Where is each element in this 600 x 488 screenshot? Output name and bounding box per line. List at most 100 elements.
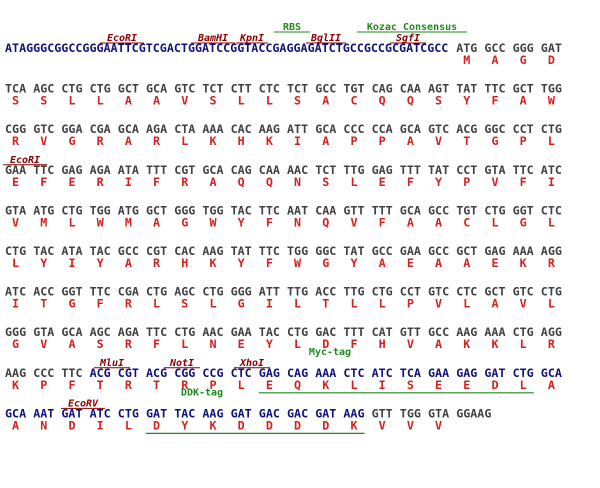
amino-acid: R: [125, 378, 133, 392]
amino-acid: L: [294, 297, 301, 311]
codon: TAC: [259, 325, 280, 339]
codon: TCT: [202, 82, 223, 96]
codon: TTC: [484, 82, 505, 96]
amino-acid: I: [68, 256, 75, 270]
annotation-label: EcoRI: [10, 155, 40, 166]
amino-acid: E: [238, 337, 245, 351]
amino-acid: L: [153, 297, 160, 311]
codon: CGG: [5, 122, 26, 136]
amino-acid: Y: [181, 418, 188, 432]
amino-acid: V: [379, 418, 386, 432]
amino-acid: D: [548, 53, 555, 67]
codon: CTA: [174, 122, 195, 136]
amino-acid: K: [209, 418, 216, 432]
amino-acid: A: [125, 94, 132, 108]
amino-acid: T: [153, 378, 160, 392]
codon: ACG: [456, 122, 477, 136]
amino-acid: N: [209, 337, 216, 351]
codon: GAG: [456, 366, 477, 380]
codon: TAC: [174, 406, 195, 420]
codon: GGG: [513, 41, 534, 55]
codon: GCA: [146, 82, 167, 96]
amino-acid: W: [97, 215, 105, 229]
amino-acid: G: [322, 256, 329, 270]
codon: GAA: [5, 163, 26, 177]
codon: AAG: [259, 122, 280, 136]
amino-acid: L: [266, 94, 273, 108]
codon: GGC: [315, 244, 336, 258]
annotation-label: BamHI: [197, 33, 228, 44]
codon: GAG: [484, 244, 505, 258]
codon: GCC: [315, 82, 336, 96]
codon: ATG: [118, 203, 139, 217]
codon: CTG: [541, 122, 562, 136]
codon: AAA: [484, 325, 505, 339]
codon: AGG: [541, 244, 562, 258]
codon: AAC: [202, 325, 223, 339]
codon: TGG: [202, 203, 223, 217]
amino-acid: L: [68, 215, 75, 229]
amino-acid: S: [407, 378, 414, 392]
amino-acid: E: [379, 175, 386, 189]
codon: TAT: [231, 244, 252, 258]
amino-acid: Q: [294, 378, 301, 392]
amino-acid: A: [322, 94, 329, 108]
annotation-label: BglII: [310, 33, 341, 44]
codon: GCC: [428, 203, 449, 217]
codon: AGT: [428, 82, 449, 96]
codon: TAC: [33, 244, 54, 258]
codon: GCC: [428, 244, 449, 258]
codon: AAC: [287, 163, 308, 177]
amino-acid: I: [379, 378, 386, 392]
amino-acid: R: [12, 134, 20, 148]
codon: GCT: [118, 82, 139, 96]
amino-acid: P: [520, 134, 527, 148]
amino-acid: K: [463, 337, 470, 351]
codon: GGG: [174, 203, 195, 217]
amino-acid: T: [463, 134, 470, 148]
codon: GTC: [428, 122, 449, 136]
amino-acid: E: [266, 378, 273, 392]
amino-acid: S: [181, 297, 188, 311]
codon: GAT: [61, 406, 82, 420]
amino-acid: A: [463, 256, 470, 270]
codon: GCT: [456, 244, 477, 258]
codon: TGT: [343, 82, 364, 96]
amino-acid: L: [238, 378, 245, 392]
amino-acid: D: [491, 378, 498, 392]
amino-acid: A: [435, 215, 442, 229]
codon: GCA: [400, 122, 421, 136]
amino-acid: P: [40, 378, 47, 392]
amino-acid: C: [463, 215, 470, 229]
amino-acid: K: [209, 256, 216, 270]
codon: AAA: [513, 244, 534, 258]
amino-acid: P: [407, 297, 414, 311]
codon: ACC: [315, 285, 336, 299]
amino-acid: V: [350, 215, 357, 229]
codon: TAT: [428, 163, 449, 177]
amino-acid: T: [40, 297, 47, 311]
codon: GAT: [231, 406, 252, 420]
codon: GAC: [287, 406, 308, 420]
codon: TCA: [400, 366, 421, 380]
codon: GTC: [428, 285, 449, 299]
codon: ATC: [372, 366, 393, 380]
codon: CTG: [202, 285, 223, 299]
amino-acid: A: [435, 256, 442, 270]
amino-acid: L: [548, 297, 555, 311]
amino-acid: S: [435, 94, 442, 108]
amino-acid: K: [491, 337, 498, 351]
codon: CTG: [5, 244, 26, 258]
codon: AAT: [33, 406, 54, 420]
codon: CGA: [118, 285, 139, 299]
codon: GCC: [428, 325, 449, 339]
amino-acid: S: [97, 337, 104, 351]
amino-acid: N: [40, 418, 47, 432]
codon: TTC: [90, 285, 111, 299]
codon: AGA: [146, 122, 167, 136]
amino-acid: A: [153, 94, 160, 108]
codon: CTG: [513, 366, 534, 380]
codon: GCT: [513, 82, 534, 96]
codon: CTC: [343, 366, 364, 380]
amino-acid: N: [294, 175, 301, 189]
